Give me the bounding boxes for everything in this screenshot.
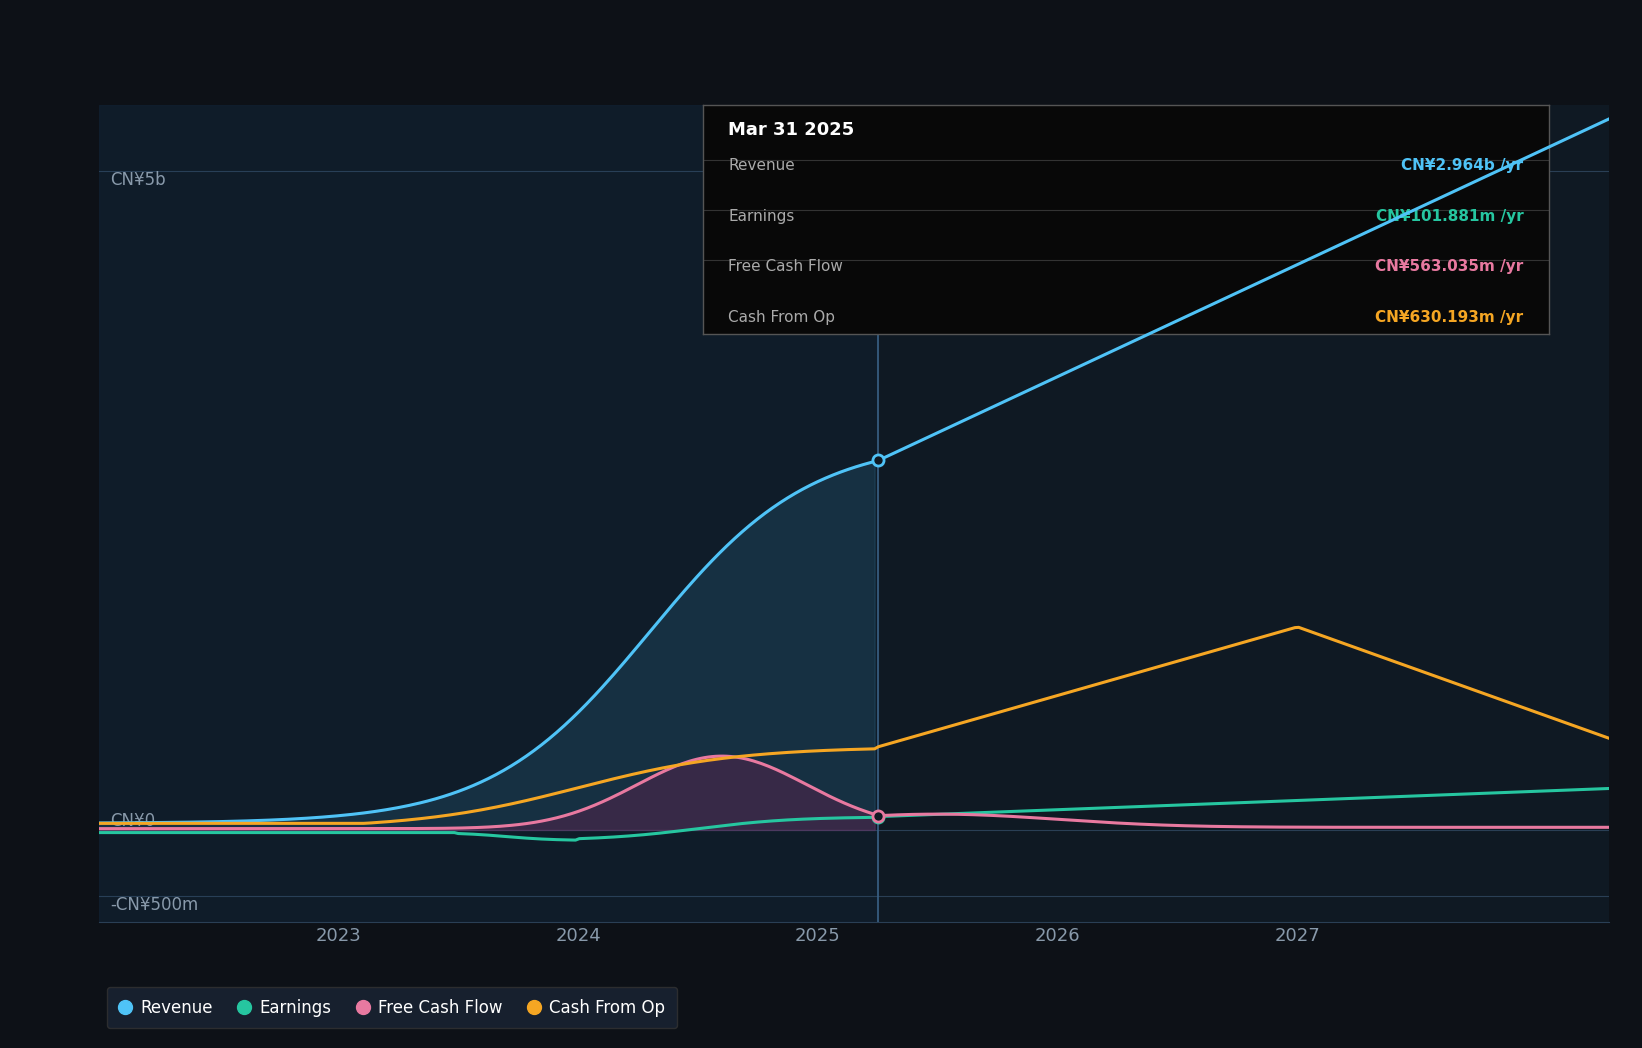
Legend: Revenue, Earnings, Free Cash Flow, Cash From Op: Revenue, Earnings, Free Cash Flow, Cash … [107, 987, 677, 1028]
Text: Analysts Forecasts: Analysts Forecasts [901, 138, 1069, 156]
Text: CN¥5b: CN¥5b [110, 171, 166, 189]
Text: CN¥0: CN¥0 [110, 812, 156, 830]
Text: -CN¥500m: -CN¥500m [110, 896, 199, 914]
Bar [99, 105, 878, 922]
Text: Past: Past [814, 138, 859, 156]
